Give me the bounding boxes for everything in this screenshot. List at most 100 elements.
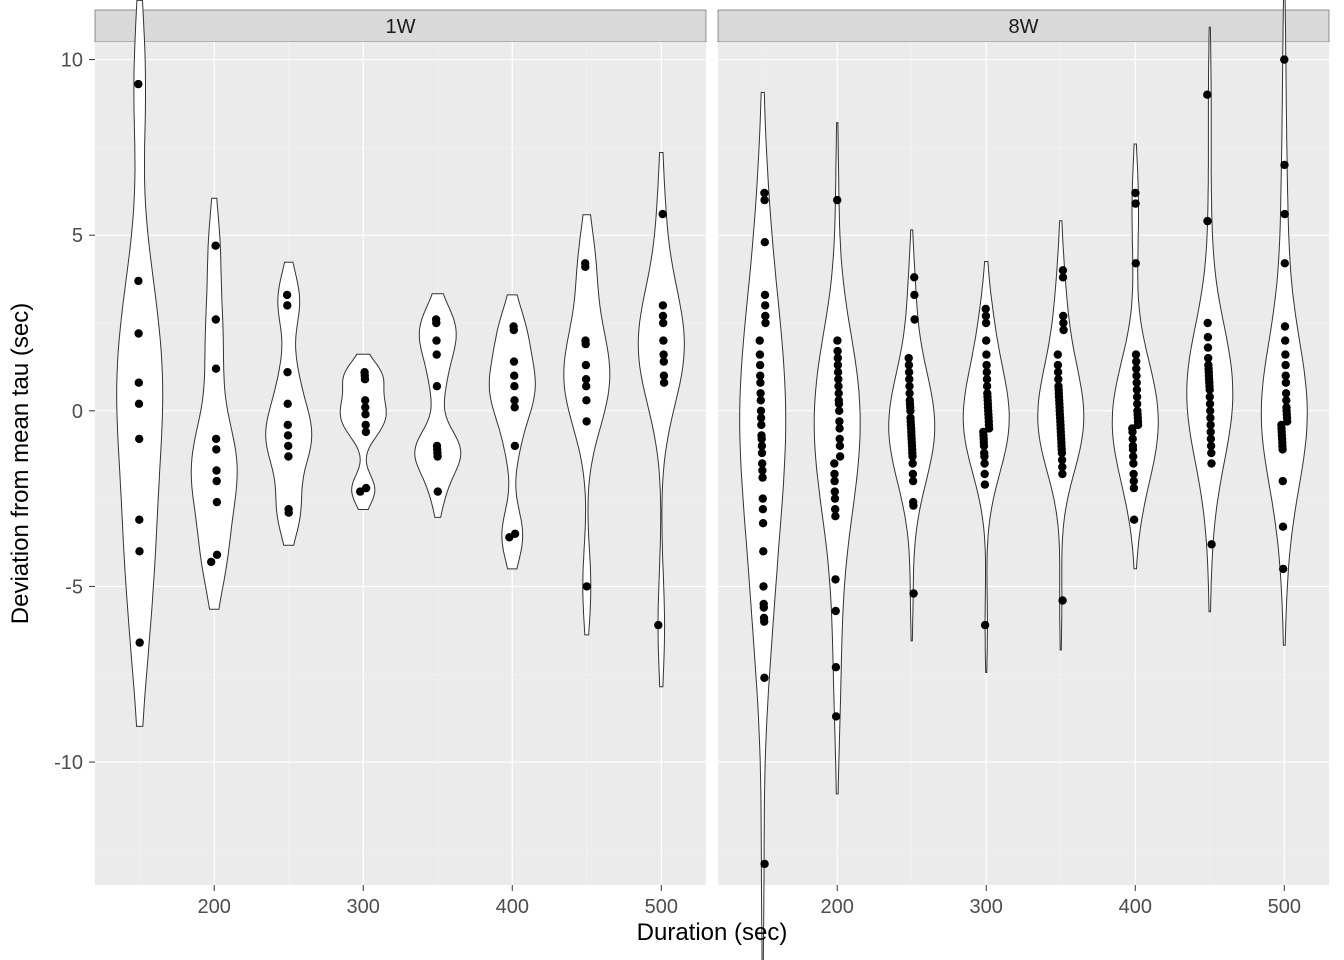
data-point (659, 301, 667, 309)
data-point (134, 80, 142, 88)
data-point (510, 382, 518, 390)
data-point (433, 442, 441, 450)
data-point (1203, 91, 1211, 99)
data-point (756, 372, 764, 380)
data-point (654, 621, 662, 629)
data-point (1054, 361, 1062, 369)
data-point (433, 350, 441, 358)
data-point (659, 210, 667, 218)
data-point (134, 329, 142, 337)
data-point (659, 350, 667, 358)
data-point (135, 400, 143, 408)
data-point (761, 291, 769, 299)
data-point (284, 400, 292, 408)
data-point (761, 312, 769, 320)
x-tick-label: 500 (1268, 896, 1301, 918)
data-point (1132, 259, 1140, 267)
data-point (756, 361, 764, 369)
data-point (1281, 210, 1289, 218)
data-point (760, 600, 768, 608)
data-point (212, 365, 220, 373)
data-point (909, 498, 917, 506)
x-tick-label: 400 (1119, 896, 1152, 918)
data-point (831, 505, 839, 513)
data-point (756, 389, 764, 397)
data-point (212, 435, 220, 443)
data-point (760, 189, 768, 197)
data-point (1059, 266, 1067, 274)
data-point (284, 505, 292, 513)
facet-8W: 8W200300400500 (718, 0, 1329, 960)
data-point (362, 484, 370, 492)
data-point (511, 530, 519, 538)
data-point (833, 347, 841, 355)
y-tick-label: -5 (65, 576, 83, 598)
data-point (660, 372, 668, 380)
data-point (207, 558, 215, 566)
data-point (136, 638, 144, 646)
strip-label: 8W (1009, 16, 1039, 38)
data-point (761, 301, 769, 309)
data-point (1279, 565, 1287, 573)
data-point (1204, 319, 1212, 327)
data-point (759, 519, 767, 527)
data-point (1054, 350, 1062, 358)
data-point (583, 582, 591, 590)
data-point (1281, 336, 1289, 344)
data-point (284, 452, 292, 460)
facet-1W: 1W200300400500-10-50510 (54, 0, 706, 918)
data-point (982, 361, 990, 369)
data-point (211, 242, 219, 250)
data-point (135, 379, 143, 387)
data-point (1131, 189, 1139, 197)
y-tick-label: 5 (72, 225, 83, 247)
data-point (582, 361, 590, 369)
data-point (756, 336, 764, 344)
x-tick-label: 200 (821, 896, 854, 918)
data-point (213, 477, 221, 485)
data-point (981, 470, 989, 478)
data-point (910, 273, 918, 281)
data-point (836, 452, 844, 460)
data-point (283, 291, 291, 299)
data-point (284, 442, 292, 450)
data-point (831, 487, 839, 495)
data-point (832, 663, 840, 671)
data-point (833, 336, 841, 344)
data-point (830, 470, 838, 478)
data-point (1279, 523, 1287, 531)
strip-label: 1W (386, 16, 416, 38)
data-point (909, 470, 917, 478)
data-point (982, 350, 990, 358)
data-point (361, 396, 369, 404)
data-point (432, 315, 440, 323)
data-point (213, 498, 221, 506)
data-point (1204, 354, 1212, 362)
data-point (835, 417, 843, 425)
data-point (1059, 312, 1067, 320)
data-point (831, 575, 839, 583)
data-point (582, 375, 590, 383)
data-point (1204, 333, 1212, 341)
data-point (905, 354, 913, 362)
data-point (1282, 372, 1290, 380)
data-point (283, 368, 291, 376)
data-point (830, 459, 838, 467)
data-point (434, 487, 442, 495)
data-point (212, 466, 220, 474)
data-point (981, 621, 989, 629)
data-point (213, 551, 221, 559)
data-point (757, 431, 765, 439)
data-point (1280, 55, 1288, 63)
data-point (283, 301, 291, 309)
data-point (760, 674, 768, 682)
data-point (833, 196, 841, 204)
data-point (134, 277, 142, 285)
data-point (360, 368, 368, 376)
data-point (756, 350, 764, 358)
violin-facet-chart: 1W200300400500-10-505108W200300400500Dur… (0, 0, 1344, 960)
panel-bg (95, 42, 706, 885)
panel-bg (718, 42, 1329, 885)
data-point (1281, 259, 1289, 267)
data-point (212, 315, 220, 323)
